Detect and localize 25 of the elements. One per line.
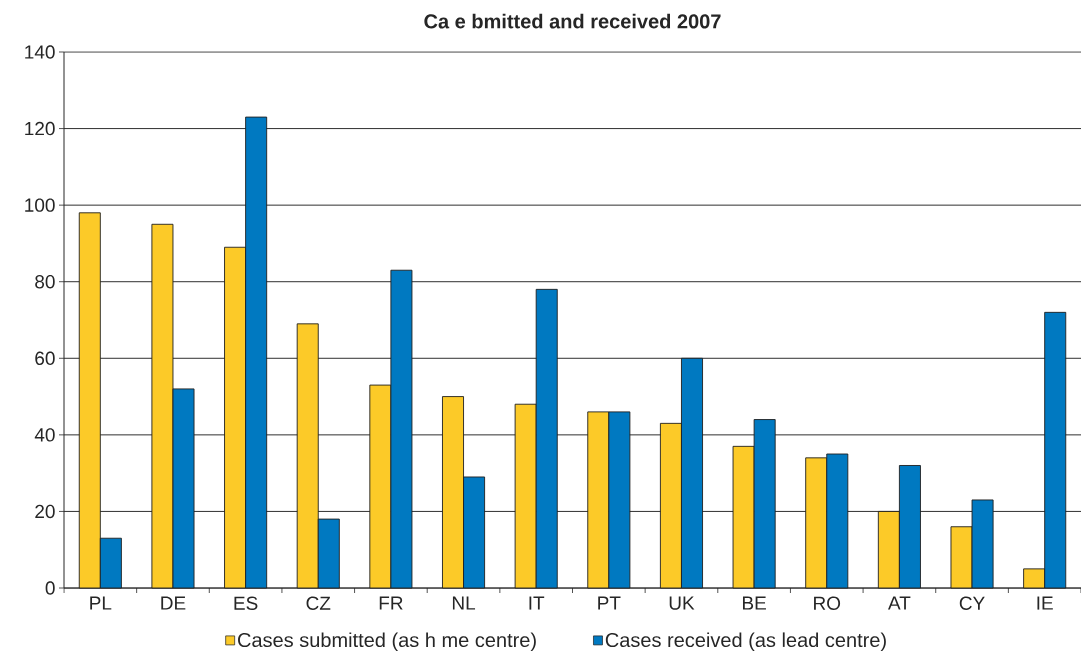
- chart-title: Ca e bmitted and received 2007: [424, 13, 721, 29]
- x-tick-label: PL: [90, 596, 112, 610]
- y-tick-label: 120: [25, 121, 55, 136]
- x-tick-label: PT: [598, 596, 621, 610]
- legend-label: Cases submitted (as h me centre): [238, 632, 536, 652]
- y-tick-label: 140: [25, 45, 55, 59]
- x-tick-label: UK: [669, 596, 695, 610]
- x-tick-label: NL: [452, 596, 476, 610]
- x-tick-label: AT: [888, 596, 911, 610]
- y-tick-label: 0: [45, 581, 55, 595]
- y-tick-label: 60: [35, 351, 55, 366]
- x-tick-label: ES: [234, 596, 258, 610]
- y-tick-label: 20: [35, 504, 55, 519]
- x-tick-label: IT: [529, 596, 545, 610]
- x-tick-label: RO: [814, 596, 841, 610]
- y-tick-label: 80: [35, 274, 55, 289]
- x-tick-label: BE: [742, 596, 766, 610]
- x-tick-label: DE: [161, 596, 186, 610]
- legend-label: Cases received (as lead centre): [605, 632, 886, 652]
- y-tick-label: 100: [25, 198, 55, 212]
- x-tick-label: FR: [379, 596, 403, 610]
- x-tick-label: IE: [1037, 596, 1053, 610]
- x-tick-label: CZ: [306, 596, 331, 610]
- x-tick-label: CY: [959, 596, 985, 610]
- y-tick-label: 40: [34, 428, 55, 442]
